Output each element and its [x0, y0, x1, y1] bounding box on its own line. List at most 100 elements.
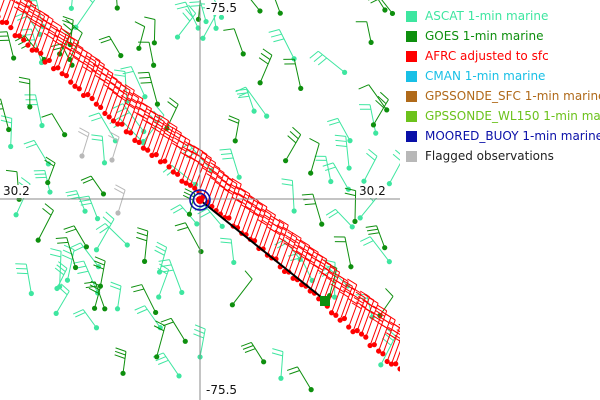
afrc-barbs	[0, 0, 400, 372]
goes-wind-barb	[144, 16, 157, 46]
buoy-target-icon[interactable]	[189, 189, 211, 211]
goes-wind-barb	[358, 84, 390, 113]
legend-label: GPSSONDE_WL150 1-min marine	[425, 109, 600, 123]
goes-wind-barb	[368, 0, 396, 17]
legend-item-cman[interactable]: CMAN 1-min marine	[406, 66, 600, 86]
ascat-wind-barb	[91, 134, 108, 166]
afrc-wind-barb	[8, 0, 22, 31]
goes-wind-barb	[153, 320, 166, 360]
afrc-wind-barb	[68, 42, 84, 85]
ascat-wind-barb	[360, 236, 392, 265]
goes-wind-barb	[229, 270, 253, 308]
ascat-wind-barb	[271, 348, 284, 381]
afrc-wind-barb	[127, 92, 144, 136]
afrc-wind-barb	[136, 102, 152, 145]
flagged-barbs	[78, 127, 126, 216]
left-latitude-label: 30.2	[2, 184, 31, 198]
legend-item-goes[interactable]: GOES 1-min marine	[406, 26, 600, 46]
afrc-wind-barb	[346, 287, 362, 330]
afrc-wind-barb	[294, 239, 311, 283]
afrc-wind-barb	[132, 100, 148, 144]
afrc-wind-barb	[226, 177, 242, 221]
afrc-wind-barb	[393, 323, 400, 367]
goes-wind-barb	[63, 225, 90, 250]
flagged-wind-barb	[108, 131, 120, 163]
afrc-wind-barb	[59, 33, 75, 77]
afrc-wind-barb	[119, 84, 135, 127]
afrc-wind-barb	[50, 28, 67, 72]
goes-wind-barb	[286, 366, 314, 393]
legend-item-gpssonde-wl150[interactable]: GPSSONDE_WL150 1-min marine	[406, 106, 600, 126]
legend-label: GOES 1-min marine	[425, 29, 544, 43]
ascat-wind-barb	[219, 148, 242, 180]
ascat-wind-barb	[23, 139, 51, 167]
afrc-wind-barb	[175, 134, 191, 177]
afrc-wind-barb	[145, 110, 161, 153]
ascat-wind-barb	[154, 241, 168, 275]
goes-wind-barb	[370, 91, 389, 128]
goes-wind-barb	[250, 0, 263, 14]
ascat-wind-barb	[322, 162, 351, 192]
legend-swatch	[406, 110, 417, 122]
afrc-wind-barb	[21, 0, 37, 43]
goes-wind-barb	[35, 203, 54, 243]
ascat-wind-barb	[281, 178, 297, 214]
goes-wind-barb	[240, 341, 267, 365]
goes-wind-barb	[41, 113, 68, 138]
legend-item-afrc[interactable]: AFRC adjusted to sfc	[406, 46, 600, 66]
goes-wind-barb	[333, 236, 354, 270]
afrc-wind-barb	[363, 297, 379, 340]
goes-wind-barb	[114, 347, 127, 376]
afrc-wind-barb	[350, 291, 366, 335]
afrc-wind-barb	[106, 76, 123, 120]
afrc-wind-barb	[16, 0, 33, 39]
afrc-wind-barb	[153, 114, 170, 158]
ascat-wind-barb	[50, 248, 63, 290]
goes-wind-barb	[283, 58, 304, 91]
wind-barb-map[interactable]	[0, 0, 400, 400]
afrc-wind-barb	[140, 108, 157, 151]
goes-wind-barb	[0, 98, 12, 133]
goes-wind-barb	[308, 138, 320, 176]
legend-item-flagged[interactable]: Flagged observations	[406, 146, 600, 166]
goes-wind-barb	[365, 225, 388, 251]
afrc-wind-barb	[388, 324, 400, 367]
afrc-wind-barb	[251, 200, 268, 244]
afrc-wind-barb	[333, 275, 349, 318]
goes-wind-barb	[0, 31, 17, 61]
afrc-wind-barb	[123, 91, 140, 135]
legend-label: MOORED_BUOY 1-min marine	[425, 129, 600, 143]
legend-swatch	[406, 30, 417, 42]
afrc-wind-barb	[46, 20, 63, 64]
ascat-wind-barb	[268, 29, 297, 62]
ascat-wind-barb	[327, 117, 353, 144]
ascat-wind-barb	[134, 305, 163, 331]
goes-wind-barb	[274, 0, 283, 16]
legend-swatch	[406, 90, 417, 102]
legend-item-gpssonde-sfc[interactable]: GPSSONDE_SFC 1-min marine	[406, 86, 600, 106]
goes-wind-barb	[355, 21, 374, 46]
ascat-wind-barb	[359, 104, 379, 136]
goes-wind-barb	[137, 71, 161, 107]
goes-wind-barb	[98, 35, 124, 59]
goes-wind-barb	[136, 227, 149, 264]
afrc-wind-barb	[42, 21, 58, 65]
goes-wind-barb	[114, 0, 120, 11]
goes-wind-barb	[164, 97, 179, 131]
afrc-wind-barb	[80, 55, 97, 99]
afrc-wind-barb	[281, 231, 298, 275]
goes-wind-barb	[18, 76, 33, 110]
afrc-wind-barb	[380, 313, 396, 357]
legend-item-ascat[interactable]: ASCAT 1-min marine	[406, 6, 600, 26]
afrc-wind-barb	[0, 0, 5, 19]
legend-item-moored-buoy[interactable]: MOORED_BUOY 1-min marine	[406, 126, 600, 146]
afrc-wind-barb	[192, 148, 208, 191]
legend-label: ASCAT 1-min marine	[425, 9, 549, 23]
legend-swatch	[406, 10, 417, 22]
ascat-wind-barb	[361, 148, 378, 184]
afrc-wind-barb	[102, 73, 118, 117]
goes-wind-barb	[228, 115, 240, 144]
ascat-wind-barb	[174, 1, 201, 31]
ascat-wind-barb	[309, 50, 348, 75]
afrc-wind-barb	[166, 126, 182, 170]
